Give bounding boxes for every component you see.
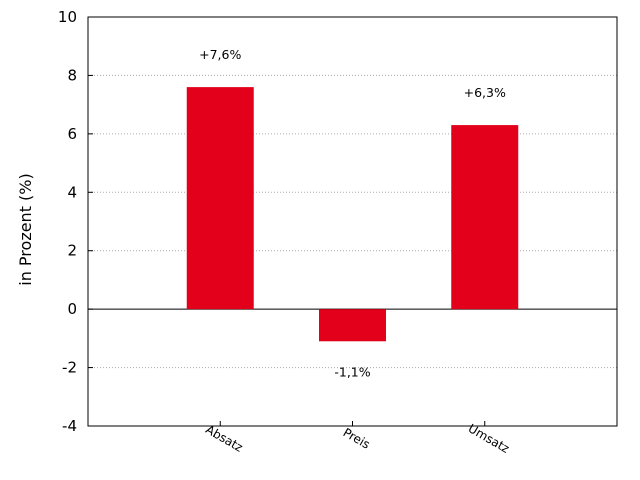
bar-absatz [186, 87, 254, 310]
y-tick-label: -2 [62, 359, 77, 377]
bar-umsatz [451, 125, 519, 310]
y-tick-label: 10 [58, 8, 77, 26]
data-label-umsatz: +6,3% [464, 85, 506, 100]
bars [186, 87, 519, 342]
y-tick-label: 2 [67, 242, 77, 260]
data-labels: +7,6% -1,1% +6,3% [199, 47, 506, 379]
data-label-absatz: +7,6% [199, 47, 241, 62]
x-tick-label: Absatz [203, 422, 245, 454]
x-tick-label: Preis [341, 425, 373, 451]
y-tick-label: -4 [62, 417, 77, 435]
y-tick-label: 8 [67, 66, 77, 84]
y-tick-label: 4 [67, 183, 77, 201]
y-tick-label: 6 [67, 125, 77, 143]
bar-preis [319, 309, 386, 342]
grid-lines [88, 74, 617, 369]
y-axis-title: in Prozent (%) [16, 173, 35, 285]
y-tick-label: 0 [67, 300, 77, 318]
y-axis-ticks: -4 -2 0 2 4 6 8 10 [58, 8, 93, 435]
data-label-preis: -1,1% [334, 364, 370, 379]
